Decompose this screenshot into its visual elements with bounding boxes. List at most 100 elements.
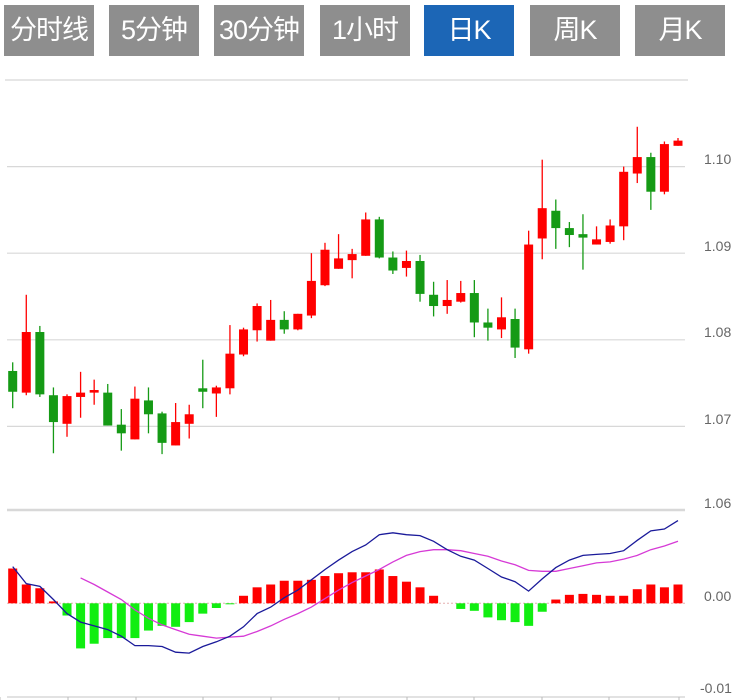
candle-body bbox=[320, 249, 330, 286]
macd-bar-positive bbox=[605, 595, 615, 604]
y-tick-label: 1.07 bbox=[704, 411, 731, 427]
macd-bar-positive bbox=[48, 601, 58, 604]
candle-body bbox=[184, 414, 194, 424]
candle-body bbox=[673, 140, 683, 146]
candle-body bbox=[157, 413, 167, 443]
candle-up bbox=[21, 294, 31, 396]
macd-bar-negative bbox=[130, 603, 140, 639]
macd-bar-negative bbox=[116, 603, 126, 639]
candle-body bbox=[130, 398, 140, 440]
candle-up bbox=[659, 141, 669, 195]
candle-down bbox=[35, 325, 45, 397]
macd-bar-positive bbox=[320, 576, 330, 604]
candle-body bbox=[659, 144, 669, 192]
candle-down bbox=[415, 254, 425, 302]
candle-body bbox=[510, 319, 520, 348]
macd-bar-negative bbox=[198, 603, 208, 614]
candle-up bbox=[76, 371, 86, 418]
candle-up bbox=[632, 126, 642, 184]
candle-up bbox=[524, 230, 534, 354]
candle-body bbox=[116, 424, 126, 434]
macd-bar-positive bbox=[578, 593, 588, 604]
candle-up bbox=[496, 297, 506, 339]
macd-bar-positive bbox=[619, 595, 629, 604]
candle-up bbox=[347, 248, 357, 279]
y-axis-labels: 1.10 1.09 1.08 1.07 1.06 0.00 -0.01 bbox=[700, 151, 732, 696]
macd-bar-negative bbox=[103, 603, 113, 639]
candle-down bbox=[279, 311, 289, 334]
candle-body bbox=[456, 293, 466, 302]
candle-body bbox=[361, 219, 371, 256]
tab-minute-line[interactable]: 分时线 bbox=[4, 5, 94, 56]
candle-body bbox=[619, 171, 629, 227]
macd-bar-positive bbox=[415, 587, 425, 604]
period-tabs: 分时线 5分钟 30分钟 1小时 日K 周K 月K bbox=[0, 0, 754, 60]
candle-down bbox=[469, 280, 479, 338]
macd-bar-positive bbox=[8, 568, 18, 604]
macd-bar-positive bbox=[334, 573, 344, 604]
candle-body bbox=[143, 400, 153, 415]
macd-bar-positive bbox=[564, 594, 574, 604]
macd-bar-positive bbox=[673, 584, 683, 604]
candle-body bbox=[483, 322, 493, 328]
candle-up bbox=[673, 138, 683, 146]
macd-tick-label: -0.01 bbox=[700, 680, 732, 696]
candle-up bbox=[592, 226, 602, 245]
tab-30-minute[interactable]: 30分钟 bbox=[214, 5, 304, 56]
candle-body bbox=[21, 332, 31, 393]
candle-body bbox=[8, 370, 18, 392]
macd-bar-negative bbox=[184, 603, 194, 623]
tab-1-hour[interactable]: 1小时 bbox=[320, 5, 410, 56]
tab-daily-k[interactable]: 日K bbox=[424, 5, 514, 56]
tab-monthly-k[interactable]: 月K bbox=[635, 5, 725, 56]
candle-body bbox=[334, 258, 344, 269]
macd-bar-positive bbox=[374, 569, 384, 604]
candle-body bbox=[293, 313, 303, 330]
macd-bar-positive bbox=[361, 572, 371, 604]
candle-body bbox=[646, 157, 656, 192]
macd-bar-negative bbox=[456, 603, 466, 609]
candle-down bbox=[8, 362, 18, 409]
candle-up bbox=[239, 327, 249, 357]
candle-down bbox=[510, 308, 520, 358]
candle-down bbox=[48, 387, 58, 454]
candle-up bbox=[211, 385, 221, 417]
dea-line bbox=[80, 540, 679, 639]
candle-body bbox=[592, 239, 602, 245]
candle-down bbox=[157, 411, 167, 455]
candle-body bbox=[469, 293, 479, 323]
candle-body bbox=[401, 260, 411, 268]
candle-down bbox=[198, 359, 208, 409]
candle-down bbox=[143, 387, 153, 434]
macd-bar-positive bbox=[239, 595, 249, 604]
candle-up bbox=[537, 159, 547, 260]
candle-up bbox=[130, 386, 140, 440]
candle-down bbox=[374, 216, 384, 259]
macd-bar-negative bbox=[211, 603, 221, 608]
candle-up bbox=[619, 166, 629, 241]
candle-body bbox=[198, 388, 208, 392]
candle-body bbox=[374, 219, 384, 258]
candle-body bbox=[605, 225, 615, 242]
candle-body bbox=[48, 395, 58, 423]
candle-body bbox=[388, 257, 398, 271]
tab-5-minute[interactable]: 5分钟 bbox=[109, 5, 199, 56]
macd-bar-positive bbox=[252, 587, 262, 604]
candle-up bbox=[442, 280, 452, 314]
candle-body bbox=[279, 319, 289, 330]
candle-up bbox=[320, 242, 330, 287]
candle-body bbox=[415, 260, 425, 294]
candle-up bbox=[334, 234, 344, 269]
macd-bar-negative bbox=[171, 603, 181, 627]
y-tick-label: 1.10 bbox=[704, 151, 731, 167]
candle-body bbox=[496, 317, 506, 330]
candle-body bbox=[429, 294, 439, 307]
candle-down bbox=[578, 214, 588, 270]
candle-up bbox=[252, 303, 262, 342]
candle-up bbox=[225, 325, 235, 395]
candle-body bbox=[252, 306, 262, 331]
macd-bar-positive bbox=[646, 584, 656, 604]
candle-up bbox=[184, 404, 194, 439]
tab-weekly-k[interactable]: 周K bbox=[530, 5, 620, 56]
